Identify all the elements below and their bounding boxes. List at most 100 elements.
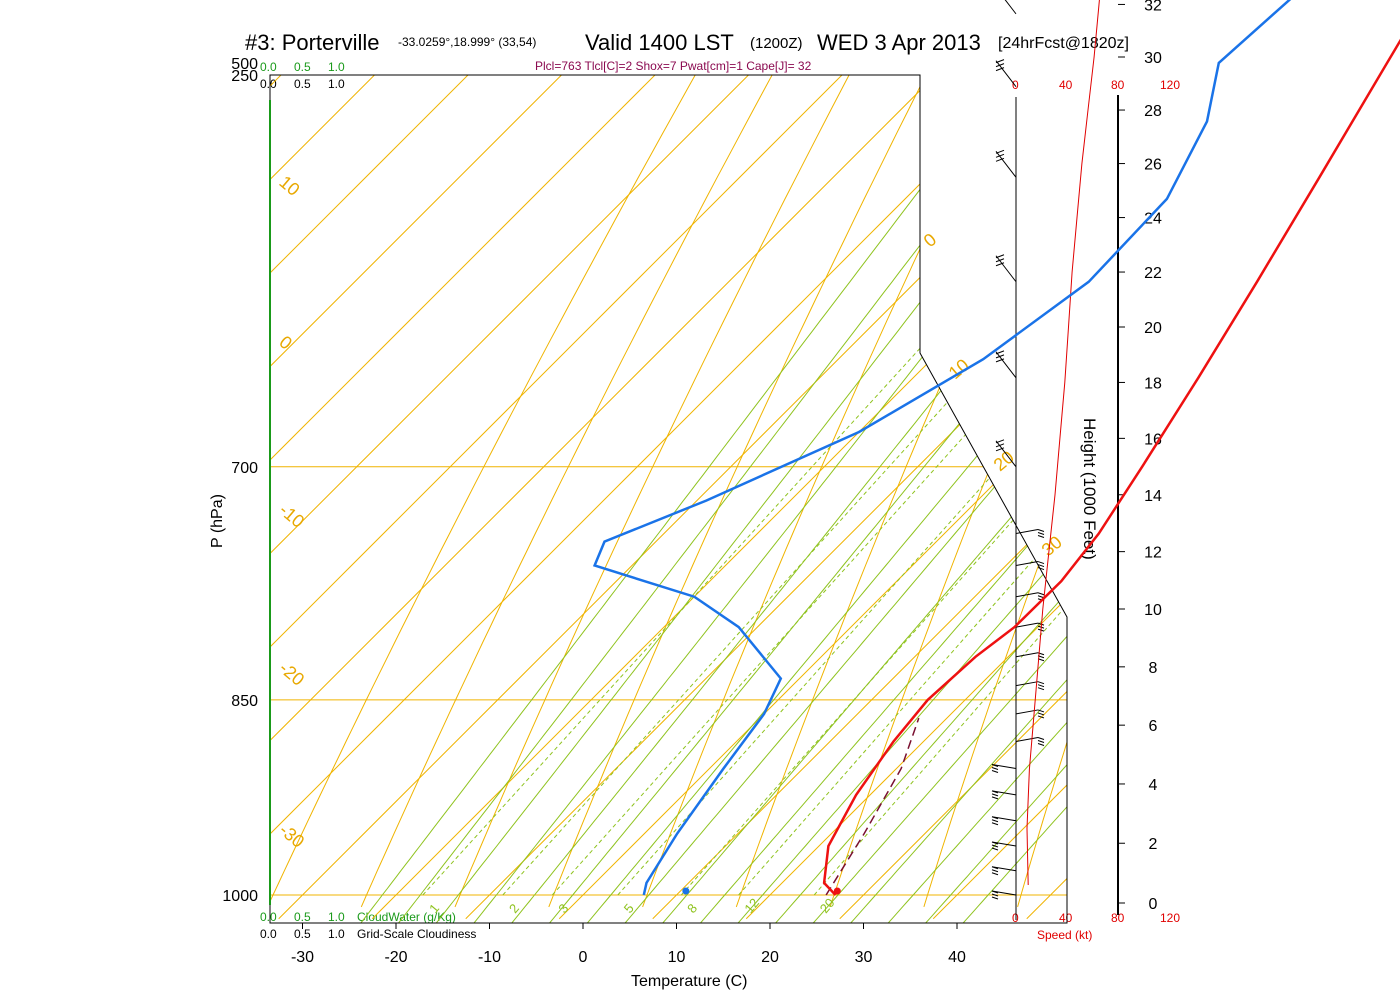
wind-barb	[991, 866, 1017, 876]
height-tick-label: 12	[1144, 545, 1162, 562]
surface-temperature-point	[833, 887, 841, 895]
pressure-axis: 2503004005007008501000	[222, 56, 258, 905]
pressure-label: 700	[231, 460, 258, 477]
cloud-black-tick: 0.0	[260, 77, 277, 91]
moist-adiabat-line	[636, 75, 1067, 923]
chart-header: #3: Porterville -33.0259°,18.999° (33,54…	[245, 30, 1129, 73]
x-tick-label: -10	[478, 949, 501, 966]
cloudwater-label: CloudWater (g/Kg)	[357, 910, 456, 924]
wind-speed-line	[1026, 0, 1100, 886]
isotherm-line	[839, 75, 1067, 920]
cloud-scale-top: 0.0 0.5 1.0 0.0 0.5 1.0	[260, 60, 345, 91]
isotherm-label: -10	[275, 500, 308, 532]
isotherm-line	[652, 75, 1067, 920]
wind-barb	[991, 816, 1017, 826]
speed-tick-top: 40	[1059, 78, 1073, 92]
moist-adiabat-line	[524, 75, 1067, 923]
wind-barb	[1015, 592, 1045, 602]
moist-adiabat-line	[823, 75, 1067, 923]
mixing-ratio-line	[422, 75, 1067, 896]
pressure-label: 1000	[222, 888, 258, 905]
dry-adiabat-line	[923, 75, 1067, 908]
stability-params: Plcl=763 Tlcl[C]=2 Shox=7 Pwat[cm]=1 Cap…	[535, 59, 812, 73]
mixing-ratio-label: 8	[684, 901, 700, 916]
isotherm-line	[371, 75, 1067, 920]
mixing-ratio-line	[502, 75, 1067, 896]
dry-adiabat-line	[642, 75, 1067, 908]
mixing-ratio-label: 12	[741, 895, 762, 916]
speed-scale: 0 40 80 120 0 40 80 120 Speed (kt)	[1012, 78, 1180, 942]
cloud-black-tick: 1.0	[328, 927, 345, 941]
temperature-axis: -30 -20 -10 0 10 20 30 40	[291, 923, 966, 966]
wind-barb	[991, 790, 1017, 800]
isotherm-line	[270, 75, 1067, 920]
station-name: #3: Porterville	[245, 30, 380, 55]
wind-barb	[991, 841, 1017, 851]
moist-adiabat-line	[748, 75, 1067, 923]
isotherm-line	[270, 75, 1067, 920]
dry-adiabat-line	[829, 75, 1067, 908]
mixing-ratio-line	[813, 75, 1067, 896]
wind-barb	[995, 254, 1017, 283]
wind-barb	[995, 439, 1017, 468]
mixing-ratio-line	[738, 75, 1067, 896]
dry-adiabat-line	[1299, 0, 1400, 907]
valid-time: Valid 1400 LST	[585, 30, 734, 55]
isotherm-line	[270, 75, 1067, 920]
moist-adiabat-line	[598, 75, 1067, 923]
wind-barb	[995, 350, 1017, 379]
speed-tick-top: 80	[1111, 78, 1125, 92]
dry-adiabat-line	[1205, 0, 1400, 907]
cloudiness-label: Grid-Scale Cloudiness	[357, 927, 476, 941]
isotherm-line	[465, 75, 1067, 920]
wind-barb	[1015, 529, 1045, 538]
moist-adiabat-line	[673, 75, 1067, 923]
moist-adiabat-line	[898, 75, 1067, 923]
isotherm-line	[270, 75, 1067, 920]
moist-adiabat-line	[374, 75, 1067, 923]
moist-adiabat-line	[935, 75, 1067, 923]
moist-adiabat-line	[860, 75, 1067, 923]
parcel-path-line	[825, 717, 920, 896]
dry-adiabat-line	[548, 75, 1067, 908]
wind-barb	[1015, 709, 1045, 719]
cloud-green-tick: 1.0	[328, 910, 345, 924]
pressure-label: 250	[231, 68, 258, 85]
height-tick-label: 22	[1144, 265, 1162, 282]
mixing-ratio-line	[617, 75, 1067, 896]
x-tick-label: 40	[948, 949, 966, 966]
isotherm-line	[270, 75, 1067, 920]
speed-tick-top: 120	[1160, 78, 1180, 92]
moist-adiabat-line	[711, 75, 1067, 923]
cloud-black-tick: 0.5	[294, 77, 311, 91]
height-tick-label: 14	[1144, 488, 1162, 505]
isotherm-line	[558, 75, 1067, 920]
isotherm-line	[745, 75, 1067, 920]
isotherm-label: -20	[275, 658, 308, 690]
isotherm-label: -30	[275, 820, 308, 852]
pressure-label: 850	[231, 693, 258, 710]
height-tick-label: 10	[1144, 602, 1162, 619]
isotherm-label: 0	[275, 332, 296, 354]
x-tick-label: 0	[579, 949, 588, 966]
dry-adiabat-line	[735, 75, 1067, 908]
moist-adiabat-line	[411, 75, 1067, 923]
cloud-green-tick: 1.0	[328, 60, 345, 74]
height-tick-label: 30	[1144, 50, 1162, 67]
height-tick-label: 2	[1149, 836, 1158, 853]
plot-frame	[269, 74, 1068, 924]
utc-time: (1200Z)	[750, 35, 803, 52]
valid-date: WED 3 Apr 2013	[817, 30, 981, 55]
x-tick-label: 10	[668, 949, 686, 966]
cloud-black-tick: 1.0	[328, 77, 345, 91]
wind-barb	[1015, 652, 1045, 662]
speed-tick-bottom: 120	[1160, 911, 1180, 925]
wind-barb	[1015, 681, 1045, 691]
x-axis-label: Temperature (C)	[631, 973, 747, 990]
isotherm-label: 30	[1038, 532, 1066, 560]
x-tick-label: 30	[855, 949, 873, 966]
surface-dewpoint-point	[682, 887, 690, 895]
dry-adiabat-line	[270, 75, 1067, 908]
